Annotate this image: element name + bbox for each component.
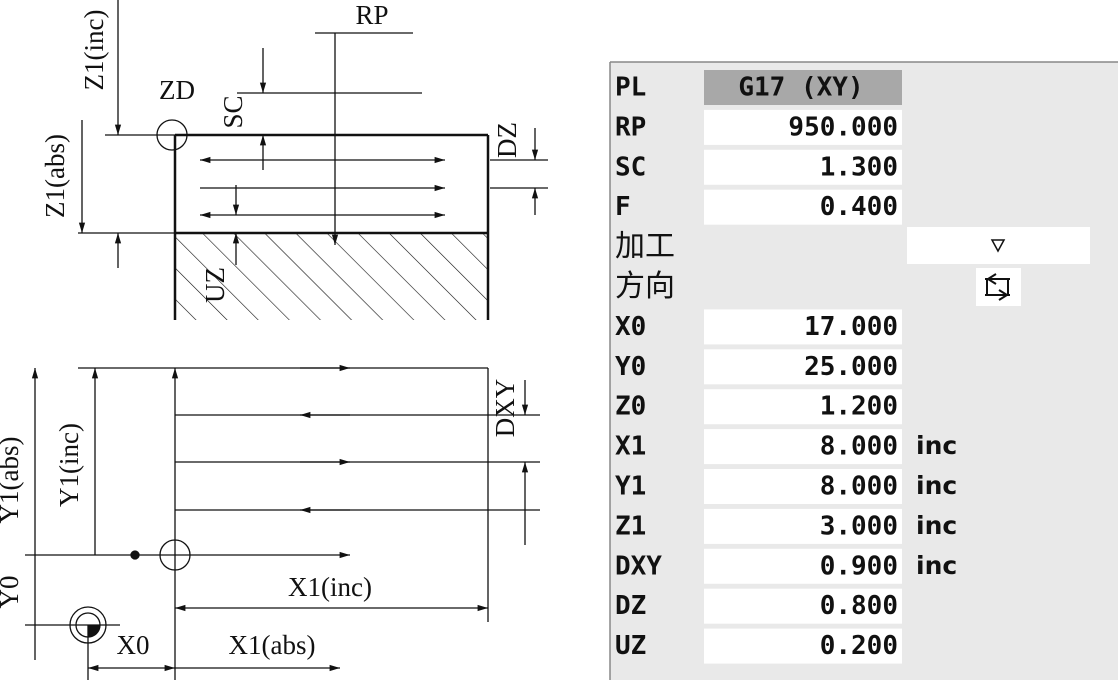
param-unit: inc	[916, 471, 957, 500]
label: X1(abs)	[229, 630, 316, 660]
param-value: 25.000	[804, 352, 898, 382]
param-value: 1.200	[820, 392, 898, 422]
dropdown[interactable]	[907, 227, 1090, 264]
param-unit: inc	[916, 511, 957, 540]
param-unit: inc	[916, 431, 957, 460]
origin	[69, 606, 107, 644]
param-label: DZ	[615, 591, 646, 621]
direction-icon[interactable]	[976, 268, 1021, 306]
origin	[88, 625, 100, 637]
param-label: F	[615, 192, 631, 222]
param-value: 0.800	[820, 591, 898, 621]
param-label: 加工	[615, 229, 675, 264]
param-label: SC	[615, 152, 646, 182]
value-field[interactable]	[704, 469, 902, 504]
label: DZ	[492, 122, 522, 158]
param-label: DXY	[615, 551, 662, 581]
diagram: RP ZD SC Z1(inc) Z1(abs) DZ UZ DXY Y1(in…	[0, 0, 548, 680]
label: Y0	[0, 576, 24, 609]
label: Z1(inc)	[79, 10, 109, 91]
label: Y1(inc)	[54, 423, 84, 507]
label: Y1(abs)	[0, 437, 24, 524]
value-field[interactable]	[704, 548, 902, 584]
param-label: Y0	[615, 352, 646, 382]
param-value: 0.900	[820, 551, 898, 581]
dropdown-arrow	[990, 239, 1006, 253]
param-label: Z1	[615, 511, 646, 541]
param-label: RP	[615, 112, 646, 142]
param-value: 3.000	[820, 511, 898, 541]
value-field[interactable]	[704, 508, 902, 544]
value-field[interactable]	[704, 389, 902, 425]
label: UZ	[200, 267, 230, 303]
param-value: 8.000	[820, 432, 898, 462]
value-field[interactable]	[704, 109, 902, 145]
param-value: G17 (XY)	[738, 73, 863, 103]
param-value: 0.200	[820, 631, 898, 661]
value-field[interactable]	[704, 189, 902, 225]
param-label: PL	[615, 73, 646, 103]
param-value: 8.000	[820, 472, 898, 502]
label: DXY	[490, 379, 520, 438]
param-value: 1.300	[820, 152, 898, 182]
label: X0	[117, 630, 150, 660]
value-field[interactable]	[704, 349, 902, 385]
value-field[interactable]	[704, 70, 902, 105]
material	[175, 233, 488, 320]
param-value: 17.000	[804, 312, 898, 342]
value-field[interactable]	[704, 429, 902, 465]
label: Z1(abs)	[40, 134, 70, 218]
value-field[interactable]	[704, 588, 902, 624]
label: X1(inc)	[288, 572, 372, 602]
param-label: 方向	[615, 269, 675, 304]
value-field[interactable]	[704, 628, 902, 664]
param-label: UZ	[615, 631, 646, 661]
param-label: X1	[615, 432, 646, 462]
label: ZD	[159, 75, 195, 105]
start-circle	[159, 539, 191, 571]
value-field[interactable]	[704, 309, 902, 345]
param-label: Z0	[615, 392, 646, 422]
param-label: Y1	[615, 472, 646, 502]
value-field[interactable]	[704, 149, 902, 185]
label: RP	[355, 0, 388, 30]
param-unit: inc	[916, 551, 957, 580]
param-label: X0	[615, 312, 646, 342]
param-value: 0.400	[820, 192, 898, 222]
label: SC	[218, 95, 248, 128]
dot	[130, 550, 140, 560]
param-value: 950.000	[788, 112, 898, 142]
